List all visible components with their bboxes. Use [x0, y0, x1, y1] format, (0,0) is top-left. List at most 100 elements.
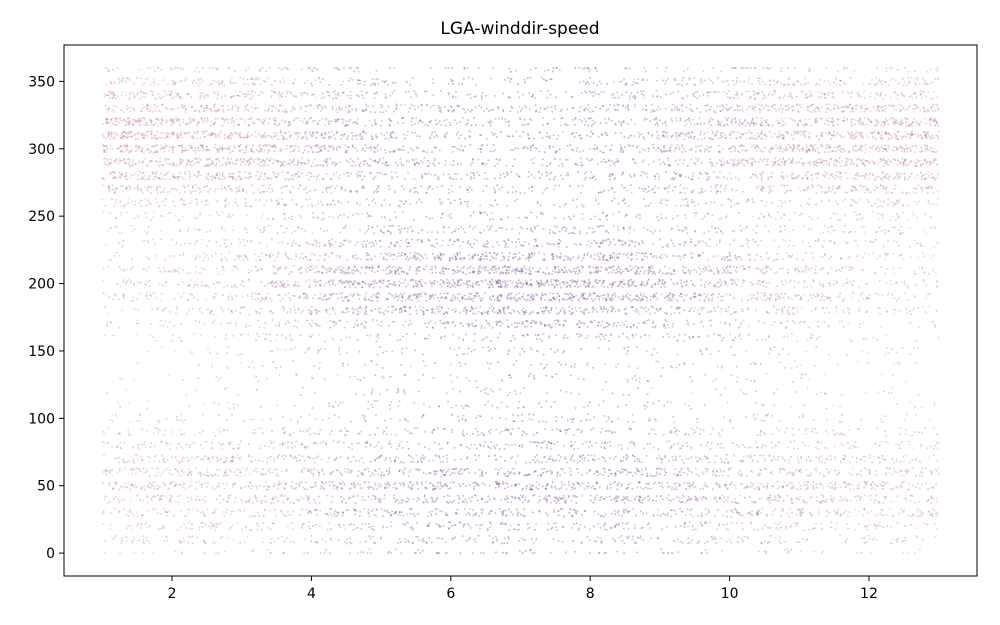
scatter-point: [129, 511, 132, 513]
scatter-point: [308, 178, 310, 181]
scatter-point: [544, 151, 546, 153]
scatter-point: [521, 286, 523, 288]
scatter-point: [369, 444, 372, 447]
scatter-point: [264, 159, 266, 162]
scatter-point: [282, 138, 285, 140]
scatter-point: [458, 473, 461, 475]
scatter-point: [837, 508, 840, 511]
scatter-point: [654, 295, 657, 298]
scatter-point: [222, 266, 225, 269]
scatter-point: [336, 149, 338, 151]
scatter-point: [845, 105, 847, 108]
scatter-point: [531, 95, 533, 98]
scatter-point: [342, 512, 345, 514]
scatter-point: [714, 498, 717, 500]
scatter-point: [209, 132, 211, 135]
scatter-point: [577, 471, 580, 474]
scatter-point: [899, 461, 902, 463]
scatter-point: [337, 216, 339, 219]
scatter-point: [616, 550, 618, 553]
scatter-point: [119, 441, 122, 444]
scatter-point: [494, 149, 497, 151]
scatter-point: [482, 509, 484, 512]
scatter-point: [755, 486, 758, 488]
scatter-point: [438, 552, 440, 554]
scatter-point: [356, 292, 359, 295]
scatter-point: [370, 309, 372, 311]
scatter-point: [529, 69, 532, 71]
scatter-point: [137, 117, 140, 120]
scatter-point: [203, 539, 205, 542]
scatter-point: [287, 446, 289, 449]
scatter-point: [583, 309, 586, 312]
scatter-point: [756, 137, 758, 140]
scatter-point: [591, 286, 594, 288]
scatter-point: [522, 335, 525, 337]
scatter-point: [798, 508, 801, 510]
scatter-point: [203, 110, 206, 112]
scatter-point: [255, 389, 258, 391]
scatter-point: [365, 246, 367, 248]
scatter-point: [418, 498, 420, 501]
scatter-point: [389, 515, 392, 517]
scatter-point: [606, 311, 609, 313]
scatter-point: [584, 107, 587, 110]
scatter-point: [827, 120, 830, 122]
scatter-point: [164, 90, 166, 93]
scatter-point: [239, 468, 241, 471]
scatter-point: [426, 231, 429, 234]
scatter-point: [440, 217, 442, 219]
scatter-point: [581, 514, 583, 516]
scatter-point: [820, 200, 823, 203]
scatter-point: [168, 146, 171, 149]
scatter-point: [429, 294, 431, 297]
scatter-point: [353, 486, 356, 489]
scatter-point: [320, 134, 323, 137]
scatter-point: [526, 147, 529, 150]
scatter-point: [110, 119, 112, 121]
scatter-point: [253, 367, 255, 369]
scatter-point: [579, 321, 582, 323]
scatter-point: [777, 441, 780, 443]
scatter-point: [554, 175, 556, 178]
scatter-point: [386, 469, 388, 472]
scatter-point: [403, 389, 405, 391]
scatter-point: [527, 269, 530, 271]
scatter-point: [424, 90, 426, 93]
scatter-point: [109, 172, 112, 175]
scatter-point: [617, 160, 620, 162]
scatter-point: [733, 84, 735, 86]
scatter-point: [439, 257, 441, 259]
scatter-point: [648, 148, 650, 150]
scatter-point: [229, 494, 232, 497]
scatter-point: [376, 292, 378, 295]
scatter-point: [480, 471, 483, 474]
scatter-point: [708, 120, 711, 123]
scatter-point: [802, 259, 804, 261]
scatter-point: [695, 456, 697, 459]
scatter-point: [338, 268, 340, 270]
scatter-point: [678, 83, 681, 86]
scatter-point: [131, 91, 134, 94]
scatter-point: [114, 508, 117, 510]
scatter-point: [313, 498, 316, 501]
scatter-point: [701, 353, 703, 356]
scatter-point: [538, 461, 541, 463]
scatter-point: [405, 134, 408, 136]
scatter-point: [680, 282, 682, 284]
scatter-point: [483, 269, 486, 272]
scatter-point: [600, 446, 602, 448]
scatter-point: [502, 481, 504, 483]
scatter-point: [767, 158, 769, 160]
scatter-point: [698, 540, 700, 543]
scatter-point: [421, 104, 423, 106]
scatter-point: [870, 121, 873, 123]
scatter-point: [626, 511, 629, 513]
scatter-point: [689, 252, 692, 254]
scatter-point: [712, 293, 715, 295]
scatter-point: [286, 441, 289, 444]
scatter-point: [315, 281, 317, 283]
scatter-point: [885, 187, 888, 189]
scatter-point: [387, 487, 389, 489]
scatter-point: [216, 460, 218, 463]
